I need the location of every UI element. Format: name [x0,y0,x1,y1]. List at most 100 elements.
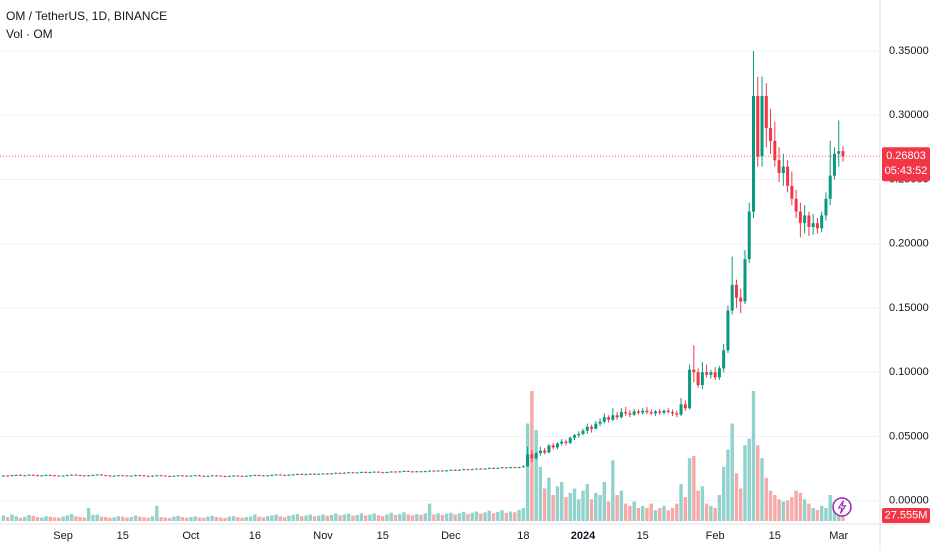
volume-bar [86,508,91,521]
candle-body [675,413,679,415]
volume-bar [734,473,739,521]
candle-body [709,372,713,375]
x-tick-label: 18 [517,530,529,542]
y-tick-label: 0.30000 [889,109,929,121]
volume-bar [585,484,589,521]
volume-bar [721,466,726,521]
candle-body [653,411,657,414]
candle-body [811,223,815,228]
volume-bar [696,490,700,521]
volume-bar [449,512,453,521]
candle-body [40,475,44,477]
volume-bar [487,510,491,521]
candle-body [679,404,683,415]
volume-bar [376,515,381,521]
candle-body [23,475,27,477]
candle-body [585,426,589,431]
candle-body [53,475,57,477]
volume-bar [355,514,359,521]
candle-body [270,474,274,476]
volume-bar [142,517,146,521]
candle-body [496,467,500,469]
volume-bar [423,513,428,521]
candle-body [470,469,474,471]
candle-body [48,475,52,477]
volume-bar [351,515,355,521]
candle-body [530,454,534,459]
candle-body [232,475,236,477]
candle-body [560,441,564,444]
candle-body [368,472,372,474]
volume-bar [282,517,287,521]
candle-body [590,426,594,429]
candle-body [538,450,542,454]
candle-body [27,474,31,476]
volume-bar [824,508,828,521]
candle-body [717,368,721,378]
candle-body [61,475,65,477]
candle-body [219,475,223,477]
candle-body [692,369,696,373]
volume-bar [295,514,300,521]
x-tick-label: Oct [182,530,199,542]
alert-icon-ring[interactable] [832,497,852,517]
volume-bar [159,517,163,521]
volume-bar [811,508,815,521]
volume-bar [700,486,705,521]
candle-body [428,470,432,472]
candle-body [57,475,61,477]
candle-body [645,410,649,413]
x-tick-label: Feb [706,530,725,542]
volume-bar [40,517,44,521]
countdown: 05:43:52 [885,165,928,177]
candle-body [389,471,393,473]
volume-bar [739,488,743,521]
alert-icon-bolt[interactable] [837,500,847,514]
candle-body [274,474,278,476]
volume-bar [598,495,602,521]
candle-body [278,474,282,476]
candle-body [411,471,415,473]
volume-bar [704,503,709,521]
candle-body [636,411,640,413]
candle-body [197,475,201,477]
candle-body [244,475,248,477]
x-tick-label: 15 [117,530,129,542]
candle-body [74,474,78,476]
alert-icon[interactable] [832,497,852,517]
candle-body [777,160,781,174]
volume-bar [781,501,786,521]
volume-bar [640,505,645,521]
volume-bar [521,508,526,521]
x-tick-label: 16 [249,530,261,542]
volume-bar [534,430,538,521]
candle-body [534,453,538,459]
volume-bar [619,490,624,521]
candle-body [781,166,785,174]
candle-body [385,472,389,474]
volume-bar [121,516,125,521]
volume-bar [274,514,278,521]
volume-bar [611,460,615,521]
volume-bar [427,503,432,521]
candle-body [138,475,142,477]
candle-body [820,215,824,229]
volume-bar [99,516,104,521]
volume-bar [317,515,321,521]
volume-bar [581,490,585,521]
candle-body [415,471,419,473]
candle-body [151,475,155,477]
volume-bar [572,488,577,521]
candle-body [624,412,628,414]
candle-body [641,410,645,413]
volume-bar [146,517,151,521]
volume-bar [436,513,440,521]
candle-body [449,469,453,471]
candle-body [325,473,329,475]
candle-body [658,411,662,413]
volume-bar [653,510,658,521]
candle-body [419,471,423,473]
candle-body [10,475,14,477]
candle-body [99,474,103,476]
volume-bar [321,514,325,521]
